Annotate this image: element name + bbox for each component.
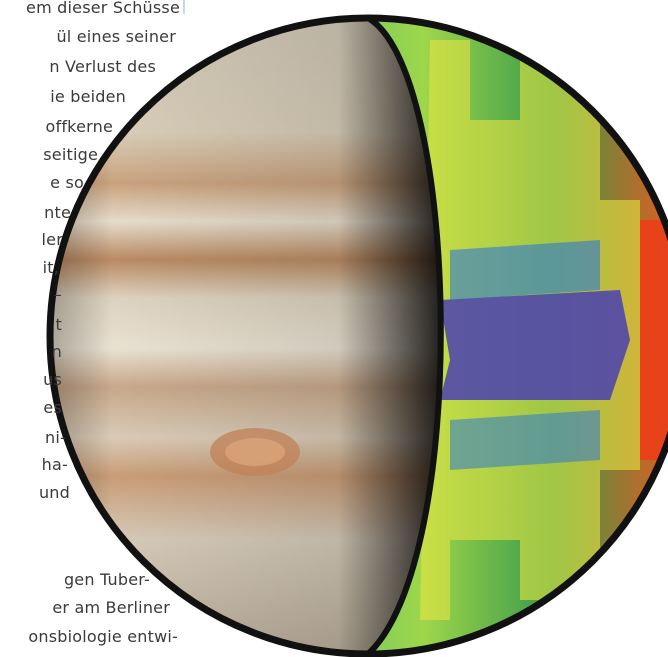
text-line: n	[51, 342, 62, 361]
text-line: e so	[50, 173, 84, 192]
text-line: und	[38, 483, 70, 502]
text-line: ler	[41, 230, 63, 249]
text-line: –	[53, 285, 62, 304]
text-line: offkerne	[45, 117, 113, 136]
text-line: ül eines seiner	[56, 27, 176, 46]
planet-outline	[46, 14, 668, 657]
text-line: em dieser Schüsse	[26, 0, 180, 17]
text-line: ie beiden	[50, 87, 126, 106]
text-line: ha-	[41, 455, 68, 474]
text-line: us	[43, 370, 62, 389]
text-line: t	[55, 315, 62, 334]
text-line: gen Tuber-	[63, 570, 150, 589]
text-line: ni-	[45, 428, 66, 447]
text-line: es	[43, 398, 62, 417]
text-line: onsbiologie entwi-	[28, 627, 178, 646]
text-line: it,	[42, 258, 59, 277]
text-line: seitige	[43, 145, 98, 164]
text-line: nte	[44, 203, 71, 222]
planet	[50, 18, 668, 654]
text-line: er am Berliner	[52, 598, 170, 617]
text-line: n Verlust des	[49, 57, 156, 76]
